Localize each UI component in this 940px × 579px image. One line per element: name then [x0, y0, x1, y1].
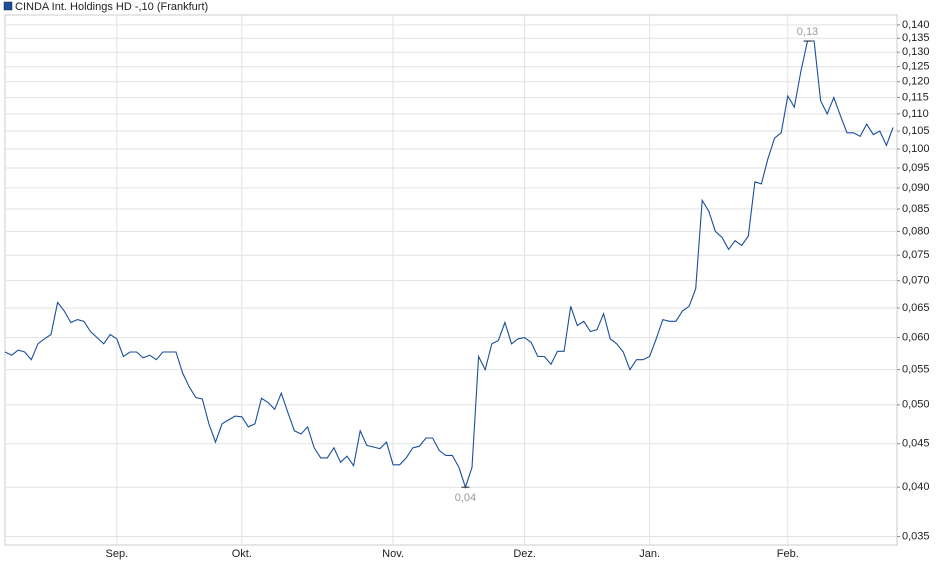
y-tick-label: 0,130: [902, 46, 930, 58]
y-tick-label: 0,035: [902, 530, 930, 542]
y-tick-label: 0,120: [902, 76, 930, 88]
y-tick-label: 0,070: [902, 275, 930, 287]
y-tick-label: 0,135: [902, 32, 930, 44]
y-tick-label: 0,045: [902, 438, 930, 450]
y-tick-label: 0,075: [902, 249, 930, 261]
x-tick-label: Sep.: [106, 548, 129, 560]
y-tick-label: 0,060: [902, 331, 930, 343]
y-tick-label: 0,095: [902, 162, 930, 174]
y-tick-label: 0,090: [902, 182, 930, 194]
legend-label: CINDA Int. Holdings HD -,10 (Frankfurt): [15, 1, 208, 13]
plot-area: [4, 14, 898, 546]
y-tick-label: 0,105: [902, 125, 930, 137]
y-tick-label: 0,085: [902, 203, 930, 215]
x-tick-label: Feb.: [777, 548, 799, 560]
y-tick-label: 0,040: [902, 481, 930, 493]
legend-swatch: [3, 1, 13, 11]
y-tick-label: 0,115: [902, 91, 929, 103]
y-tick-label: 0,050: [902, 399, 930, 411]
y-tick-label: 0,140: [902, 19, 930, 31]
y-tick-label: 0,125: [902, 61, 930, 73]
price-line: [4, 40, 894, 489]
y-tick-label: 0,110: [902, 108, 929, 120]
y-tick-label: 0,055: [902, 364, 930, 376]
x-tick-label: Jan.: [639, 548, 660, 560]
value-label: 0,13: [797, 26, 818, 38]
y-tick-label: 0,080: [902, 225, 930, 237]
y-tick-label: 0,065: [902, 302, 930, 314]
value-label: 0,04: [455, 492, 476, 504]
x-tick-label: Dez.: [513, 548, 536, 560]
y-tick-label: 0,100: [902, 143, 930, 155]
x-tick-label: Okt.: [232, 548, 252, 560]
x-tick-label: Nov.: [382, 548, 404, 560]
